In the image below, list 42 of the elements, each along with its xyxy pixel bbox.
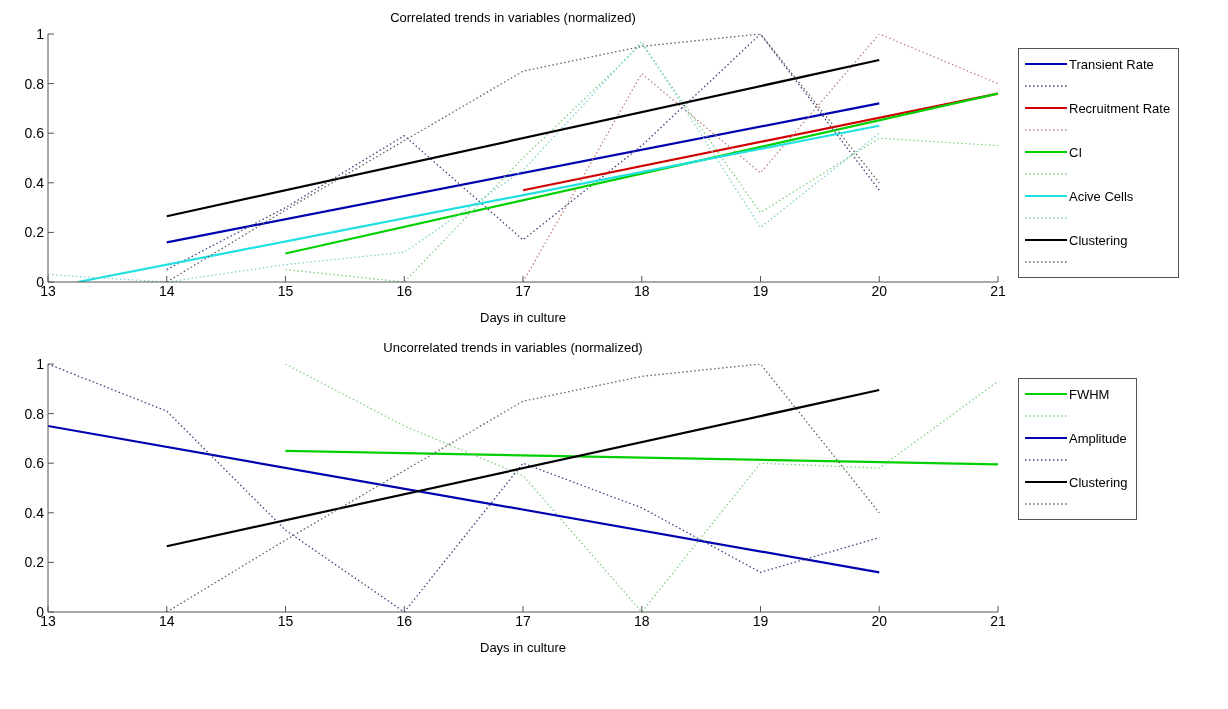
chart-title: Uncorrelated trends in variables (normalized) — [382, 340, 644, 355]
y-tick-label: 0.6 — [24, 455, 45, 472]
legend-label: Clustering — [1069, 232, 1128, 248]
y-tick-label: 0.4 — [24, 504, 45, 521]
legend-label: Recruitment Rate — [1069, 100, 1171, 116]
y-tick-label: 0.8 — [24, 405, 45, 422]
line-series — [522, 34, 998, 282]
x-tick-label: 21 — [990, 282, 1006, 299]
x-axis-title: Days in culture — [480, 640, 566, 655]
y-tick-label: 0.2 — [24, 554, 45, 571]
x-tick-label: 19 — [752, 612, 769, 629]
y-tick-label: 1 — [36, 25, 45, 42]
y-tick-label: 0.4 — [24, 174, 45, 191]
legend-label: Amplitude — [1069, 430, 1127, 446]
x-tick-label: 16 — [396, 282, 413, 299]
y-tick-label: 1 — [36, 355, 45, 372]
x-tick-label: 21 — [990, 612, 1006, 629]
legend-label: CI — [1069, 144, 1082, 160]
x-tick-label: 20 — [871, 282, 888, 299]
x-tick-label: 18 — [633, 612, 650, 629]
x-tick-label: 17 — [515, 282, 531, 299]
x-axis-title: Days in culture — [480, 310, 566, 325]
legend-label: Transient Rate — [1069, 56, 1154, 72]
x-tick-label: 16 — [396, 612, 413, 629]
line-series — [284, 364, 998, 612]
legend-label: Clustering — [1069, 474, 1128, 490]
line-series — [284, 43, 998, 282]
legend-label: FWHM — [1069, 386, 1110, 402]
x-tick-label: 20 — [871, 612, 888, 629]
chart-title: Correlated trends in variables (normalized) — [389, 10, 637, 25]
y-tick-label: 0.2 — [24, 224, 45, 241]
x-tick-label: 17 — [515, 612, 531, 629]
x-tick-label: 15 — [277, 612, 294, 629]
x-tick-label: 14 — [158, 612, 175, 629]
x-tick-label: 19 — [752, 282, 769, 299]
x-tick-label: 18 — [633, 282, 650, 299]
x-tick-label: 15 — [277, 282, 294, 299]
y-tick-label: 0.6 — [24, 125, 45, 142]
line-series — [48, 40, 880, 282]
legend-label: Acive Cells — [1069, 188, 1134, 204]
x-tick-label: 14 — [158, 282, 175, 299]
y-tick-label: 0.8 — [24, 75, 45, 92]
